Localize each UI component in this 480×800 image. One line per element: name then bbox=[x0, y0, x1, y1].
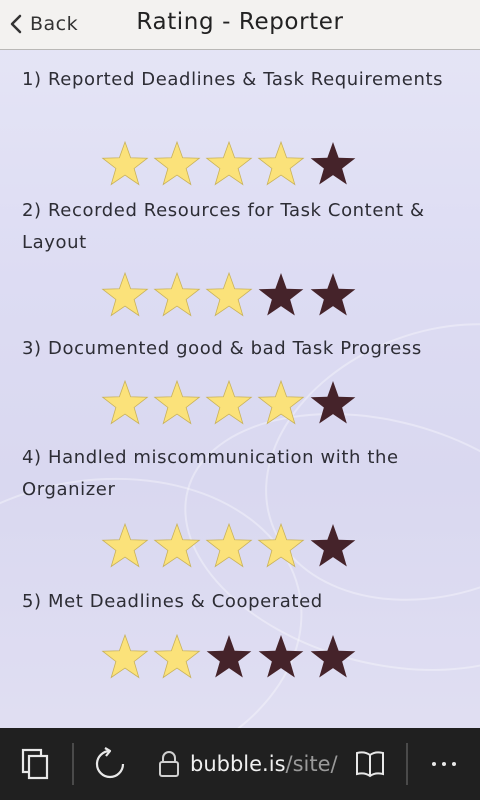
chevron-left-icon bbox=[10, 14, 22, 34]
star-filled-icon[interactable] bbox=[101, 379, 149, 427]
star-filled-icon[interactable] bbox=[101, 633, 149, 681]
star-rating bbox=[101, 271, 357, 319]
rating-question: 4) Handled miscommunication with the Org… bbox=[22, 447, 399, 500]
reload-icon bbox=[95, 747, 125, 779]
tabs-button[interactable] bbox=[14, 728, 58, 800]
url-path: /site/ bbox=[285, 752, 338, 776]
more-icon bbox=[432, 762, 456, 766]
star-filled-icon[interactable] bbox=[153, 140, 201, 188]
star-filled-icon[interactable] bbox=[205, 522, 253, 570]
star-filled-icon[interactable] bbox=[205, 140, 253, 188]
star-filled-icon[interactable] bbox=[153, 522, 201, 570]
star-empty-icon[interactable] bbox=[309, 140, 357, 188]
star-filled-icon[interactable] bbox=[257, 379, 305, 427]
star-filled-icon[interactable] bbox=[153, 271, 201, 319]
star-empty-icon[interactable] bbox=[257, 633, 305, 681]
star-filled-icon[interactable] bbox=[205, 379, 253, 427]
url-domain: bubble.is bbox=[190, 752, 286, 776]
tabs-icon bbox=[21, 748, 49, 780]
back-label: Back bbox=[30, 13, 79, 35]
rating-question: 1) Reported Deadlines & Task Requirement… bbox=[22, 69, 444, 90]
star-filled-icon[interactable] bbox=[101, 271, 149, 319]
page-title: Rating - Reporter bbox=[136, 9, 344, 35]
star-rating bbox=[101, 633, 357, 681]
star-filled-icon[interactable] bbox=[101, 522, 149, 570]
lock-icon bbox=[159, 751, 179, 777]
divider bbox=[72, 743, 74, 785]
star-empty-icon[interactable] bbox=[309, 379, 357, 427]
reload-button[interactable] bbox=[88, 728, 132, 800]
star-rating bbox=[101, 522, 357, 570]
rating-question: 2) Recorded Resources for Task Content &… bbox=[22, 200, 425, 253]
rating-question: 3) Documented good & bad Task Progress bbox=[22, 338, 422, 359]
reading-view-icon bbox=[356, 751, 384, 778]
star-empty-icon[interactable] bbox=[205, 633, 253, 681]
star-rating bbox=[101, 140, 357, 188]
star-empty-icon[interactable] bbox=[309, 522, 357, 570]
ratings-list: 1) Reported Deadlines & Task Requirement… bbox=[0, 50, 480, 728]
star-filled-icon[interactable] bbox=[153, 633, 201, 681]
rating-question: 5) Met Deadlines & Cooperated bbox=[22, 591, 323, 612]
browser-bottom-bar: bubble.is/site/ bbox=[0, 728, 480, 800]
star-rating bbox=[101, 379, 357, 427]
star-empty-icon[interactable] bbox=[257, 271, 305, 319]
divider bbox=[406, 743, 408, 785]
star-filled-icon[interactable] bbox=[153, 379, 201, 427]
star-filled-icon[interactable] bbox=[257, 140, 305, 188]
back-button[interactable]: Back bbox=[10, 10, 78, 38]
star-filled-icon[interactable] bbox=[101, 140, 149, 188]
star-empty-icon[interactable] bbox=[309, 271, 357, 319]
star-filled-icon[interactable] bbox=[257, 522, 305, 570]
address-bar[interactable]: bubble.is/site/ bbox=[158, 728, 338, 800]
star-empty-icon[interactable] bbox=[309, 633, 357, 681]
more-button[interactable] bbox=[424, 728, 464, 800]
reading-view-button[interactable] bbox=[348, 728, 392, 800]
star-filled-icon[interactable] bbox=[205, 271, 253, 319]
header-bar: Back Rating - Reporter bbox=[0, 0, 480, 50]
